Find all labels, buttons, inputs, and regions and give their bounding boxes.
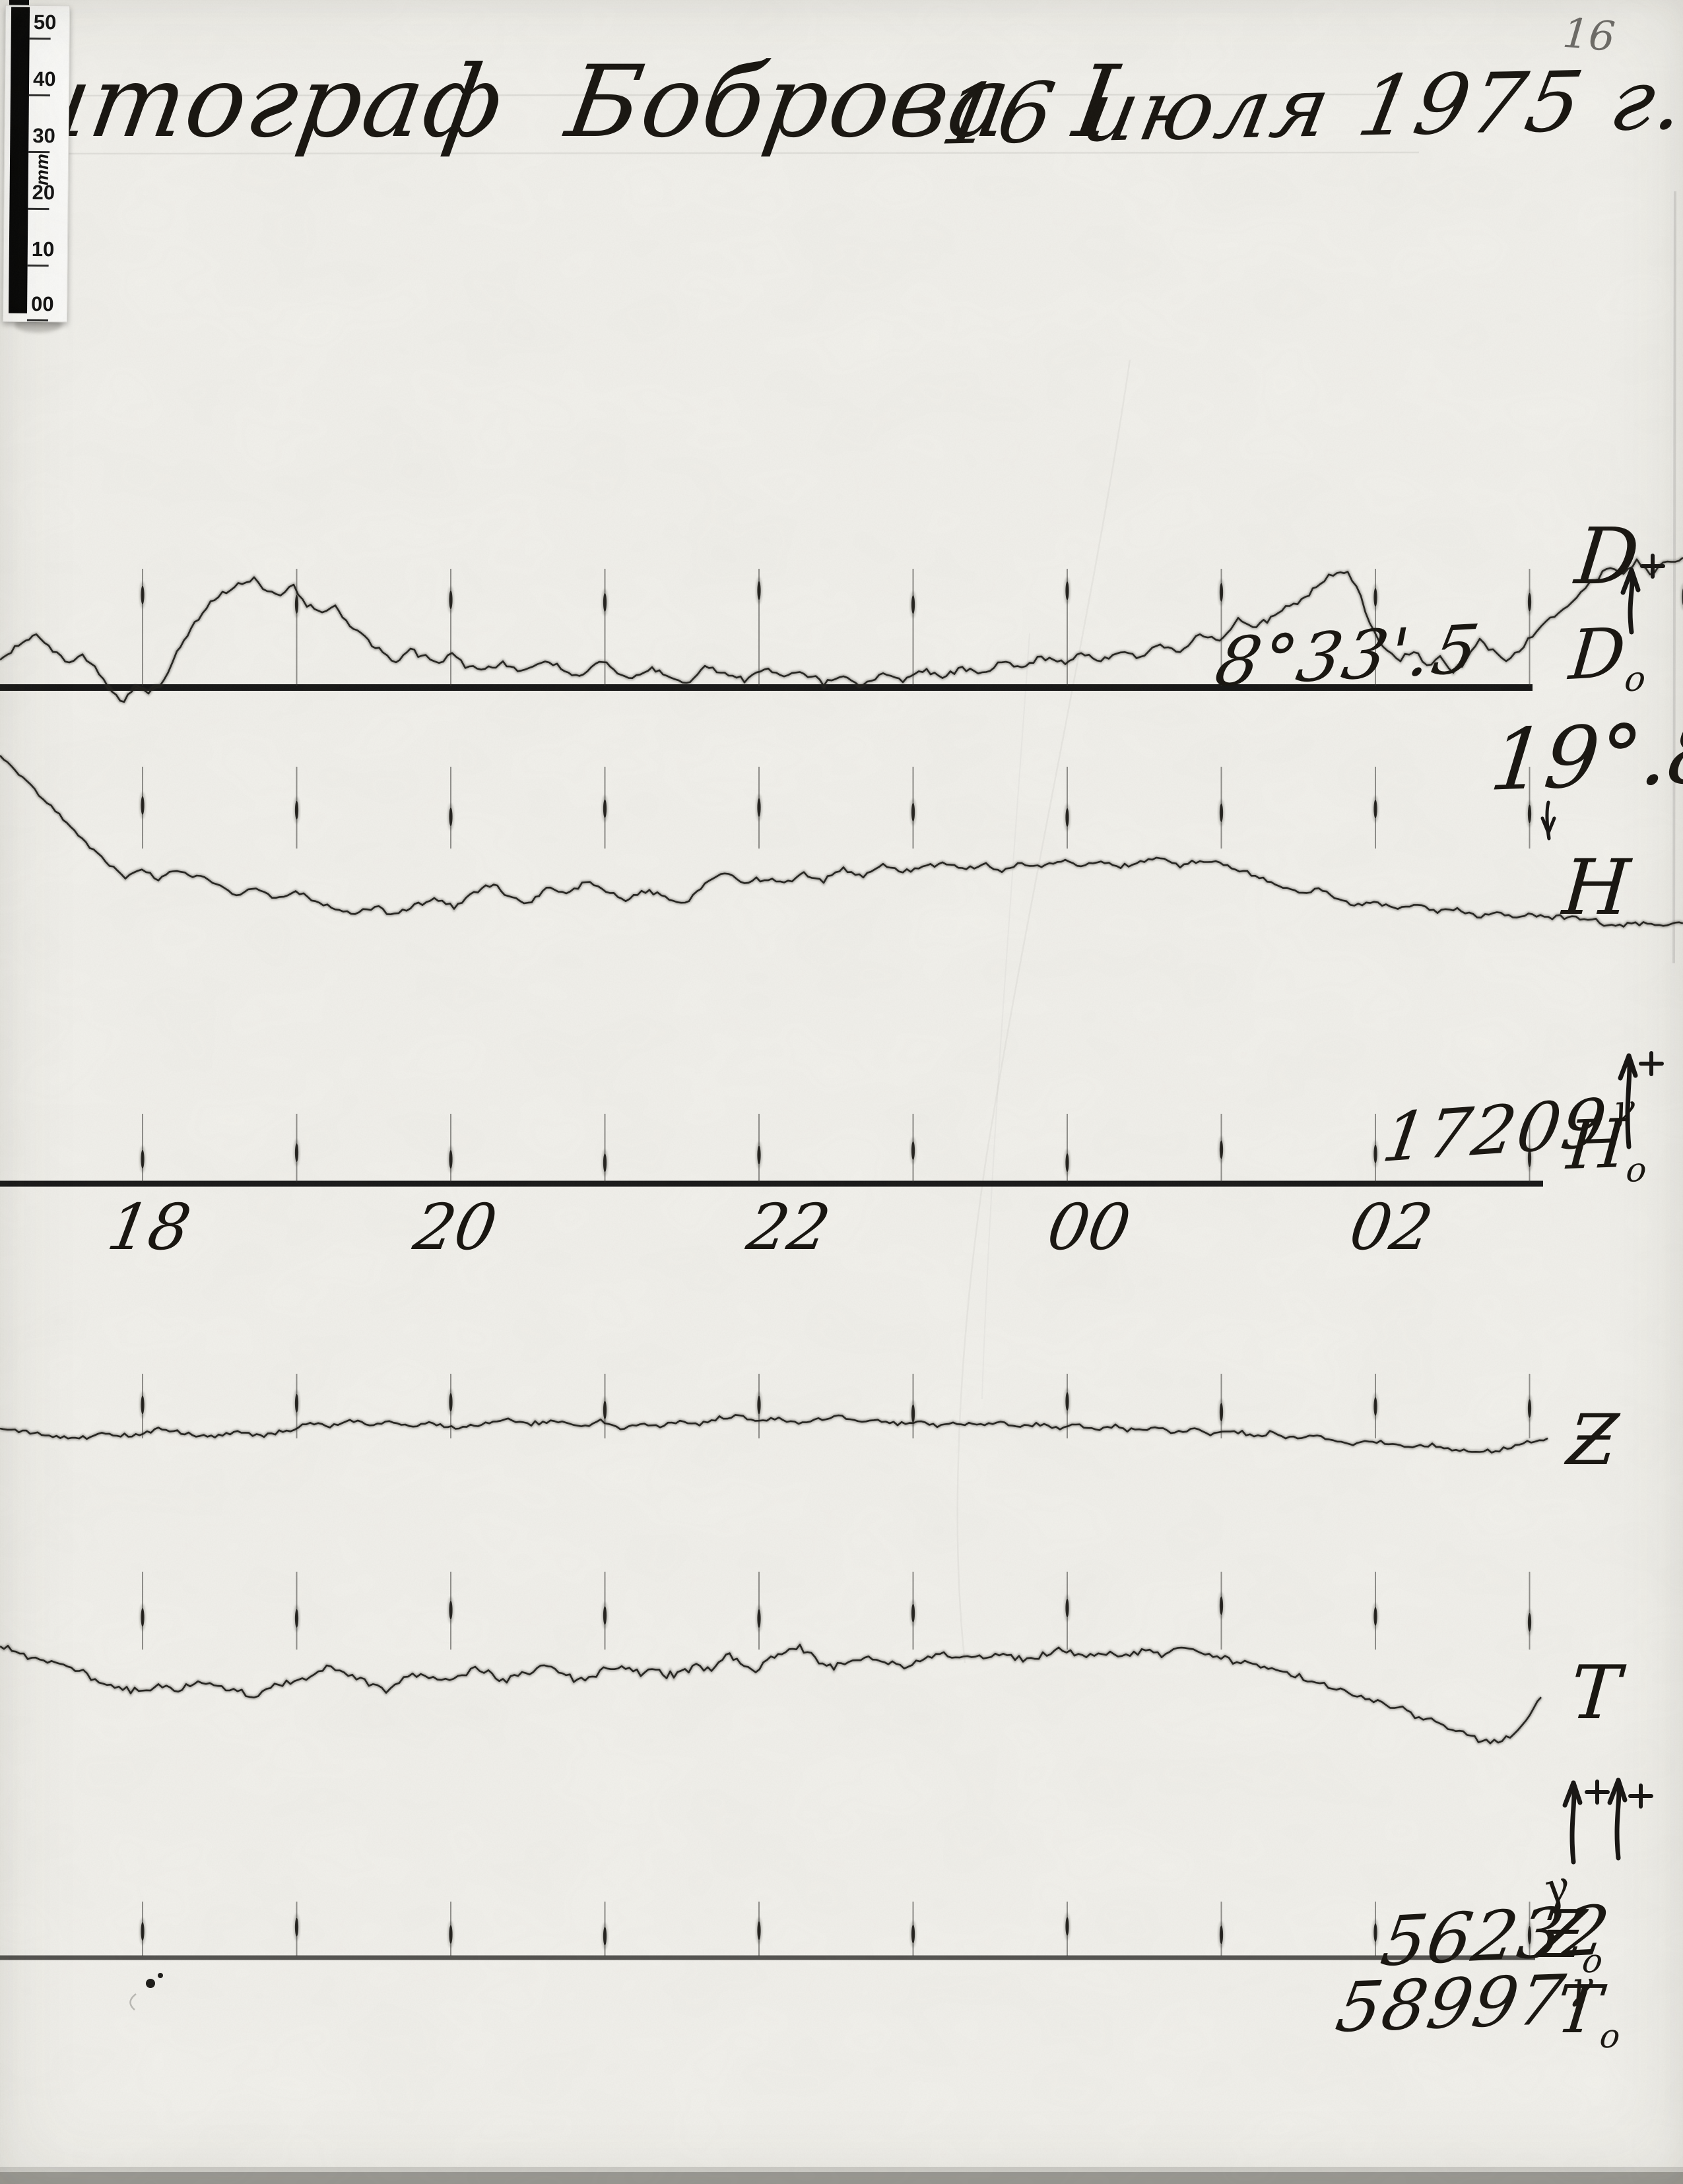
ruler-label-50: 50 bbox=[33, 10, 57, 34]
baseline-label-h0: Ho bbox=[1564, 1105, 1648, 1190]
date-label: 16 июля 1975 г. bbox=[934, 51, 1683, 164]
mm-ruler: mm 50 40 30 20 10 00 bbox=[2, 5, 71, 323]
hour-tick-marks bbox=[139, 569, 1683, 1956]
z-plus-arrow bbox=[1562, 1780, 1610, 1865]
ruler-tick-mark bbox=[28, 94, 50, 97]
temperature-annotation: 19°.8C bbox=[1486, 701, 1683, 810]
trace-label-d: D bbox=[1571, 511, 1643, 602]
time-label-00: 00 bbox=[1042, 1190, 1136, 1264]
time-label-02: 02 bbox=[1344, 1190, 1438, 1264]
ruler-tick-mark bbox=[28, 207, 50, 210]
ruler-tick-mark bbox=[28, 150, 50, 154]
ruler-label-30: 30 bbox=[32, 123, 56, 148]
trace-label-z: Ƶ bbox=[1564, 1399, 1622, 1481]
ruler-label-10: 10 bbox=[31, 237, 55, 261]
trace-H bbox=[0, 754, 1683, 929]
ruler-tick-mark bbox=[26, 319, 48, 322]
ruler-black-bar bbox=[9, 7, 30, 313]
time-label-22: 22 bbox=[742, 1190, 836, 1264]
trace-Z bbox=[0, 1413, 1549, 1455]
ruler-label-00: 00 bbox=[30, 292, 54, 316]
trace-label-h: H bbox=[1560, 843, 1633, 932]
baseline-label-d0: Do bbox=[1566, 612, 1647, 700]
t-plus-arrow bbox=[1607, 1778, 1653, 1861]
baseline-value-d0: 8°33'.5 bbox=[1209, 610, 1487, 703]
page-number: 16 bbox=[1560, 8, 1617, 61]
time-label-20: 20 bbox=[409, 1190, 502, 1264]
time-label-18: 18 bbox=[102, 1190, 196, 1264]
ruler-label-20: 20 bbox=[32, 180, 55, 205]
baseline-label-t0: To bbox=[1552, 1971, 1622, 2055]
trace-T bbox=[0, 1641, 1543, 1746]
ruler-tick-mark bbox=[29, 37, 51, 40]
trace-label-t: T bbox=[1568, 1650, 1624, 1736]
ruler-tick-mark bbox=[27, 264, 49, 267]
ruler-label-40: 40 bbox=[32, 67, 56, 91]
